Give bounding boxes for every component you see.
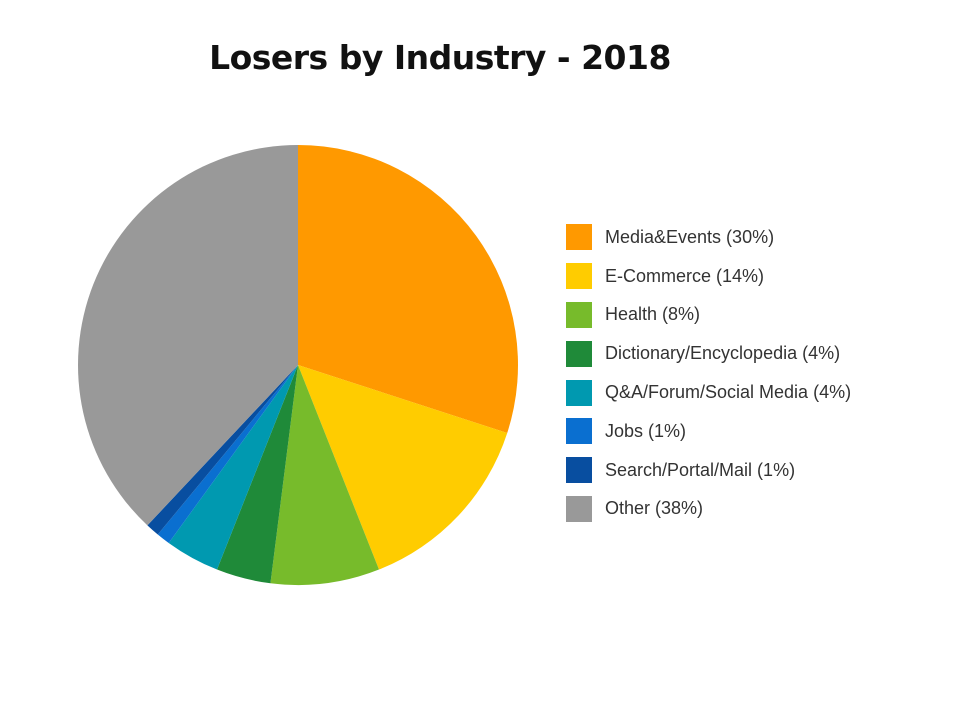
- chart-title: Losers by Industry - 2018: [209, 38, 671, 77]
- legend-label: Search/Portal/Mail (1%): [605, 459, 796, 480]
- pie-slice-e-commerce: [298, 365, 508, 570]
- legend-swatch: [566, 263, 592, 290]
- legend-label: Dictionary/Encyclopedia (4%): [605, 343, 841, 364]
- legend-swatch: [566, 457, 592, 484]
- legend-item: E-Commerce (14%): [566, 257, 851, 296]
- pie-slice-jobs: [157, 365, 298, 543]
- chart-legend: Media&Events (30%) E-Commerce (14%) Health…: [566, 218, 851, 528]
- legend-item: Jobs (1%): [566, 412, 851, 451]
- legend-label: E-Commerce (14%): [605, 265, 765, 286]
- legend-item: Media&Events (30%): [566, 218, 851, 257]
- legend-item: Other (38%): [566, 490, 851, 529]
- legend-swatch: [566, 301, 592, 328]
- legend-item: Health (8%): [566, 296, 851, 335]
- pie-slice-other: [78, 145, 298, 526]
- legend-swatch: [566, 495, 592, 522]
- legend-label: Other (38%): [605, 498, 704, 519]
- pie-slice-media-events: [298, 145, 518, 433]
- legend-label: Jobs (1%): [605, 420, 687, 441]
- pie-slice-dictionary-encyclopedia: [217, 365, 298, 584]
- pie-slice-q-a-forum-social-media: [168, 365, 298, 570]
- legend-swatch: [566, 340, 592, 367]
- legend-swatch: [566, 418, 592, 445]
- legend-swatch: [566, 379, 592, 406]
- legend-item: Search/Portal/Mail (1%): [566, 451, 851, 490]
- legend-label: Health (8%): [605, 304, 701, 325]
- legend-item: Dictionary/Encyclopedia (4%): [566, 334, 851, 373]
- legend-label: Q&A/Forum/Social Media (4%): [605, 382, 852, 403]
- pie-slice-search-portal-mail: [147, 365, 298, 535]
- legend-swatch: [566, 224, 592, 251]
- pie-slice-health: [270, 365, 379, 586]
- legend-item: Q&A/Forum/Social Media (4%): [566, 373, 851, 412]
- legend-label: Media&Events (30%): [605, 226, 775, 247]
